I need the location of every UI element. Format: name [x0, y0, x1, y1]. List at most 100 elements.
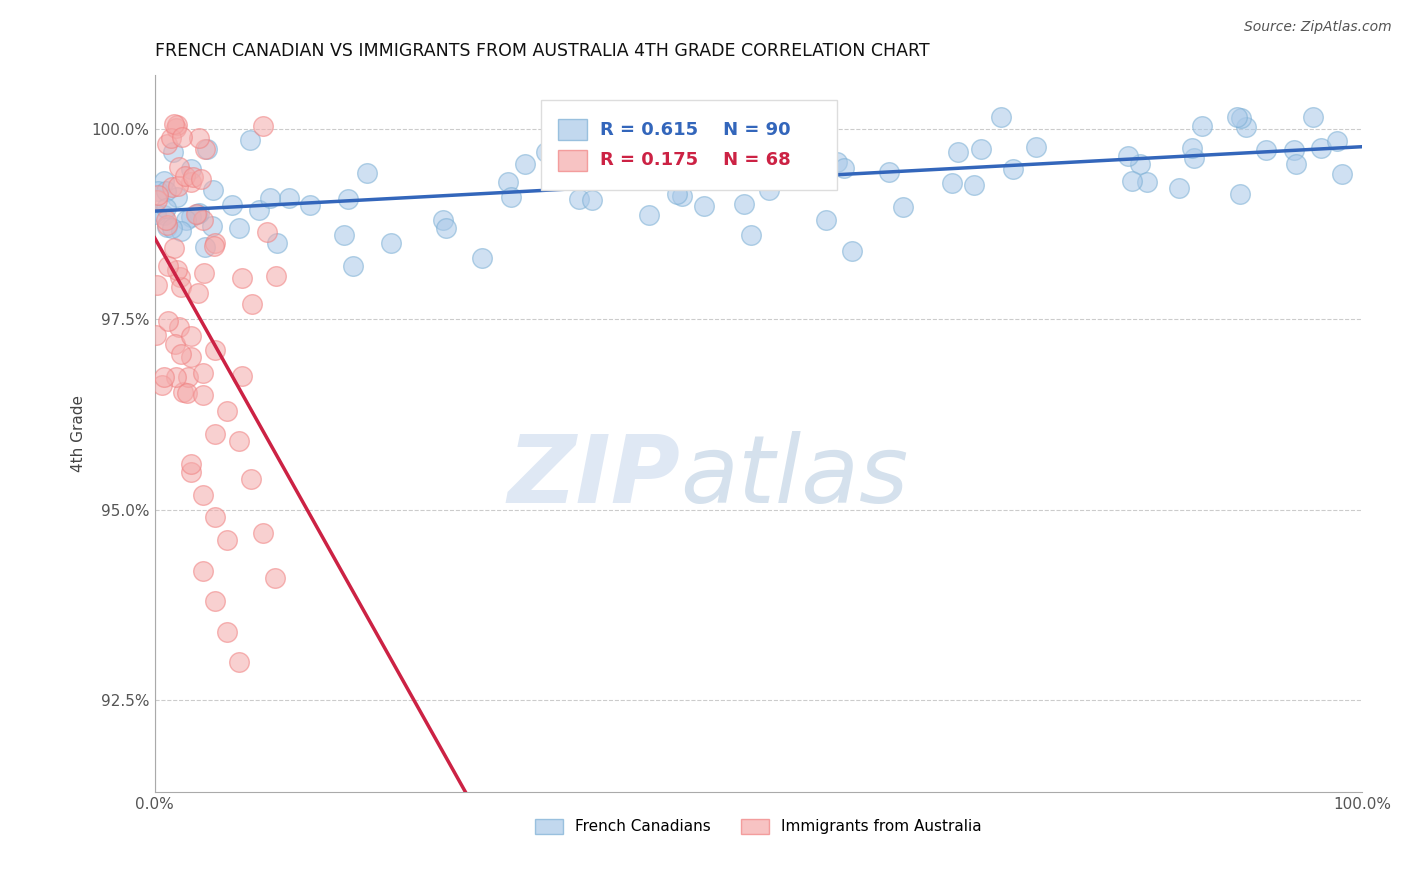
- Point: [204, 594, 226, 608]
- Point: [163, 117, 186, 131]
- Point: [156, 136, 179, 151]
- Point: [155, 213, 177, 227]
- Point: [536, 145, 558, 160]
- Point: [190, 171, 212, 186]
- Text: FRENCH CANADIAN VS IMMIGRANTS FROM AUSTRALIA 4TH GRADE CORRELATION CHART: FRENCH CANADIAN VS IMMIGRANTS FROM AUSTR…: [155, 42, 929, 60]
- Point: [221, 198, 243, 212]
- Point: [166, 263, 188, 277]
- Point: [166, 118, 188, 132]
- Point: [256, 225, 278, 239]
- Point: [167, 319, 190, 334]
- Point: [228, 656, 250, 670]
- Point: [228, 434, 250, 449]
- Point: [432, 213, 454, 227]
- Point: [247, 203, 270, 218]
- Point: [1285, 156, 1308, 170]
- Point: [156, 219, 179, 233]
- Text: atlas: atlas: [681, 431, 908, 522]
- FancyBboxPatch shape: [541, 100, 837, 190]
- Point: [891, 200, 914, 214]
- Point: [1256, 143, 1278, 157]
- Point: [638, 208, 661, 222]
- Point: [264, 571, 287, 585]
- Point: [166, 190, 188, 204]
- Point: [769, 144, 792, 158]
- Point: [145, 207, 167, 221]
- Point: [264, 269, 287, 284]
- Point: [163, 241, 186, 255]
- Point: [201, 219, 224, 234]
- Point: [177, 370, 200, 384]
- Point: [231, 369, 253, 384]
- Point: [1302, 110, 1324, 124]
- Point: [1230, 112, 1253, 126]
- Point: [157, 314, 180, 328]
- Point: [180, 162, 202, 177]
- Point: [336, 192, 359, 206]
- Point: [202, 239, 225, 253]
- Text: R = 0.175    N = 68: R = 0.175 N = 68: [600, 152, 792, 169]
- Point: [671, 189, 693, 203]
- Text: ZIP: ZIP: [508, 431, 681, 523]
- Point: [266, 235, 288, 250]
- Point: [733, 197, 755, 211]
- Point: [434, 220, 457, 235]
- Point: [180, 211, 202, 225]
- Point: [217, 403, 239, 417]
- Point: [298, 198, 321, 212]
- Point: [153, 208, 176, 222]
- Point: [1182, 151, 1205, 165]
- Point: [194, 143, 217, 157]
- Point: [239, 133, 262, 147]
- Point: [1181, 140, 1204, 154]
- Point: [815, 213, 838, 227]
- Point: [162, 145, 184, 160]
- Point: [550, 150, 572, 164]
- Point: [191, 213, 214, 227]
- Point: [963, 178, 986, 192]
- Point: [174, 169, 197, 183]
- Point: [758, 184, 780, 198]
- Point: [191, 366, 214, 380]
- Point: [204, 426, 226, 441]
- Point: [204, 343, 226, 357]
- Point: [167, 178, 190, 193]
- Point: [990, 110, 1012, 124]
- Point: [202, 183, 225, 197]
- Point: [834, 161, 856, 175]
- Point: [193, 266, 215, 280]
- Point: [180, 175, 202, 189]
- Point: [782, 162, 804, 177]
- Point: [471, 251, 494, 265]
- Point: [155, 201, 177, 215]
- Point: [180, 351, 202, 365]
- Text: Source: ZipAtlas.com: Source: ZipAtlas.com: [1244, 20, 1392, 34]
- Point: [1234, 120, 1257, 135]
- Point: [240, 472, 263, 486]
- Point: [259, 190, 281, 204]
- Point: [813, 145, 835, 160]
- Point: [188, 130, 211, 145]
- Point: [841, 244, 863, 258]
- Point: [194, 240, 217, 254]
- Point: [204, 510, 226, 524]
- Point: [170, 224, 193, 238]
- Point: [794, 139, 817, 153]
- Point: [948, 145, 970, 160]
- Point: [163, 336, 186, 351]
- Point: [1136, 175, 1159, 189]
- Point: [1330, 167, 1353, 181]
- Point: [228, 220, 250, 235]
- Point: [172, 385, 194, 400]
- Point: [581, 193, 603, 207]
- Point: [146, 185, 169, 199]
- Point: [145, 328, 167, 343]
- Point: [170, 129, 193, 144]
- Point: [612, 133, 634, 147]
- Point: [1121, 174, 1143, 188]
- Point: [157, 259, 180, 273]
- Point: [180, 465, 202, 479]
- Point: [191, 388, 214, 402]
- Point: [1282, 144, 1305, 158]
- Point: [693, 198, 716, 212]
